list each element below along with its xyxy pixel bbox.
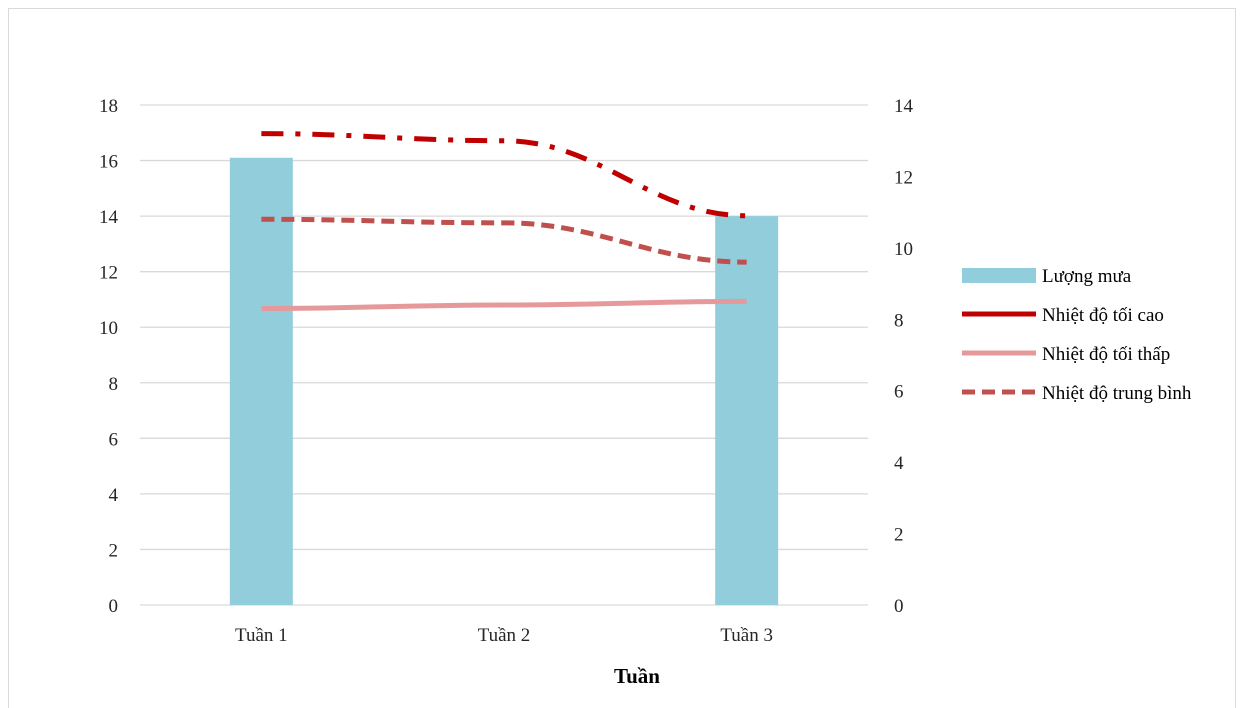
x-axis-ticks: Tuần 1 Tuần 2 Tuần 3 xyxy=(235,625,773,646)
legend-label: Nhiệt độ trung bình xyxy=(1042,383,1192,404)
left-axis-tick-label: 6 xyxy=(109,429,119,450)
chart-frame xyxy=(8,8,1236,708)
line-series-1 xyxy=(261,131,747,219)
bar-series xyxy=(229,157,779,605)
left-axis-tick-label: 2 xyxy=(109,540,119,561)
right-axis-tick-label: 8 xyxy=(894,310,904,331)
right-axis-tick-label: 0 xyxy=(894,596,904,617)
line-series xyxy=(261,131,747,312)
left-axis-tick-label: 4 xyxy=(109,485,119,506)
right-axis-ticks: 0 2 4 6 8 10 12 14 xyxy=(894,96,914,617)
x-axis-title: Tuần xyxy=(614,664,660,688)
line-series-3 xyxy=(261,216,747,265)
x-axis-tick-label: Tuần 1 xyxy=(235,625,288,646)
legend-label: Nhiệt độ tối cao xyxy=(1042,305,1164,326)
legend-swatch xyxy=(962,268,1036,283)
legend-label: Lượng mưa xyxy=(1042,266,1132,287)
right-axis-tick-label: 10 xyxy=(894,239,913,260)
bar-1 xyxy=(229,157,293,605)
x-axis-tick-label: Tuần 3 xyxy=(720,625,773,646)
right-axis-tick-label: 14 xyxy=(894,96,914,117)
left-axis-tick-label: 14 xyxy=(99,207,119,228)
left-axis-tick-label: 8 xyxy=(109,374,119,395)
line-series-2 xyxy=(261,298,747,312)
left-axis-tick-label: 0 xyxy=(109,596,119,617)
x-axis-tick-label: Tuần 2 xyxy=(478,625,531,646)
right-axis-tick-label: 2 xyxy=(894,525,904,546)
left-axis-tick-label: 16 xyxy=(99,152,118,173)
left-axis-tick-label: 10 xyxy=(99,318,118,339)
right-axis-tick-label: 12 xyxy=(894,167,913,188)
bar-3 xyxy=(715,216,779,605)
right-axis-tick-label: 4 xyxy=(894,453,904,474)
left-axis-tick-label: 12 xyxy=(99,263,118,284)
left-axis-tick-label: 18 xyxy=(99,96,118,117)
legend-label: Nhiệt độ tối thấp xyxy=(1042,344,1170,365)
legend: Lượng mưa Nhiệt độ tối cao Nhiệt độ tối th… xyxy=(962,266,1192,404)
left-axis-ticks: 0 2 4 6 8 10 12 14 16 18 xyxy=(99,96,119,617)
right-axis-tick-label: 6 xyxy=(894,382,904,403)
